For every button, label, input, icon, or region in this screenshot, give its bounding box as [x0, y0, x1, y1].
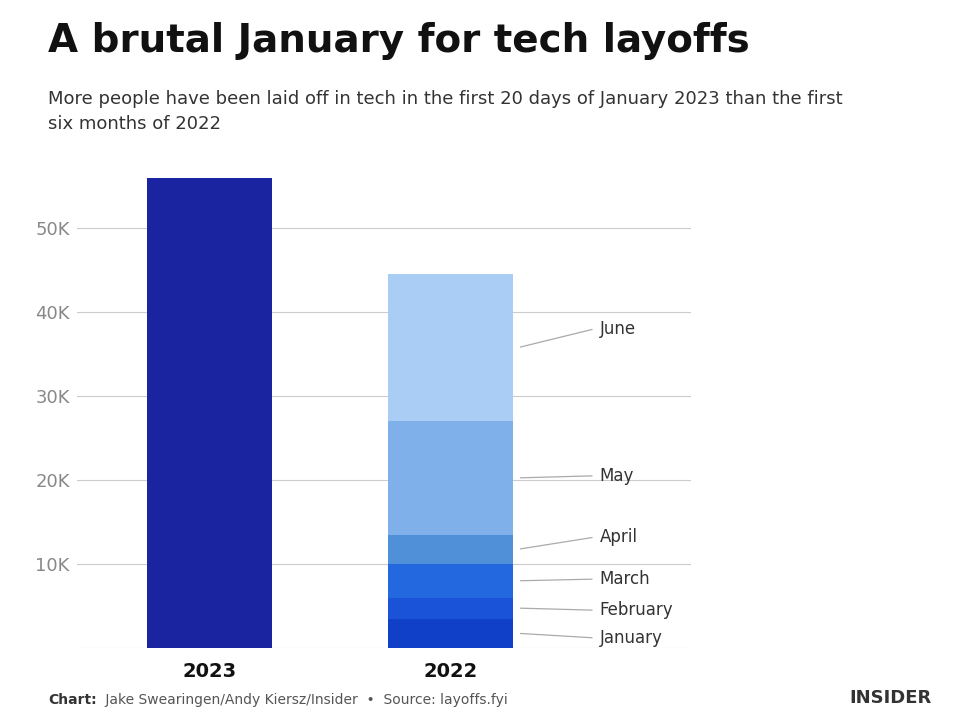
Text: Jake Swearingen/Andy Kiersz/Insider  •  Source: layoffs.fyi: Jake Swearingen/Andy Kiersz/Insider • So…: [101, 693, 508, 707]
Text: May: May: [600, 467, 634, 485]
Text: Chart:: Chart:: [48, 693, 97, 707]
Text: April: April: [600, 528, 637, 546]
Text: INSIDER: INSIDER: [849, 689, 931, 707]
Text: June: June: [600, 320, 636, 338]
Bar: [388, 421, 513, 534]
Bar: [388, 274, 513, 421]
Text: January: January: [600, 629, 662, 647]
Bar: [388, 534, 513, 564]
Text: A brutal January for tech layoffs: A brutal January for tech layoffs: [48, 22, 750, 60]
Text: More people have been laid off in tech in the first 20 days of January 2023 than: More people have been laid off in tech i…: [48, 90, 843, 133]
Text: March: March: [600, 570, 650, 588]
Bar: [388, 618, 513, 648]
Bar: [388, 598, 513, 618]
Text: February: February: [600, 601, 673, 619]
Bar: [388, 564, 513, 598]
Bar: [147, 178, 272, 648]
